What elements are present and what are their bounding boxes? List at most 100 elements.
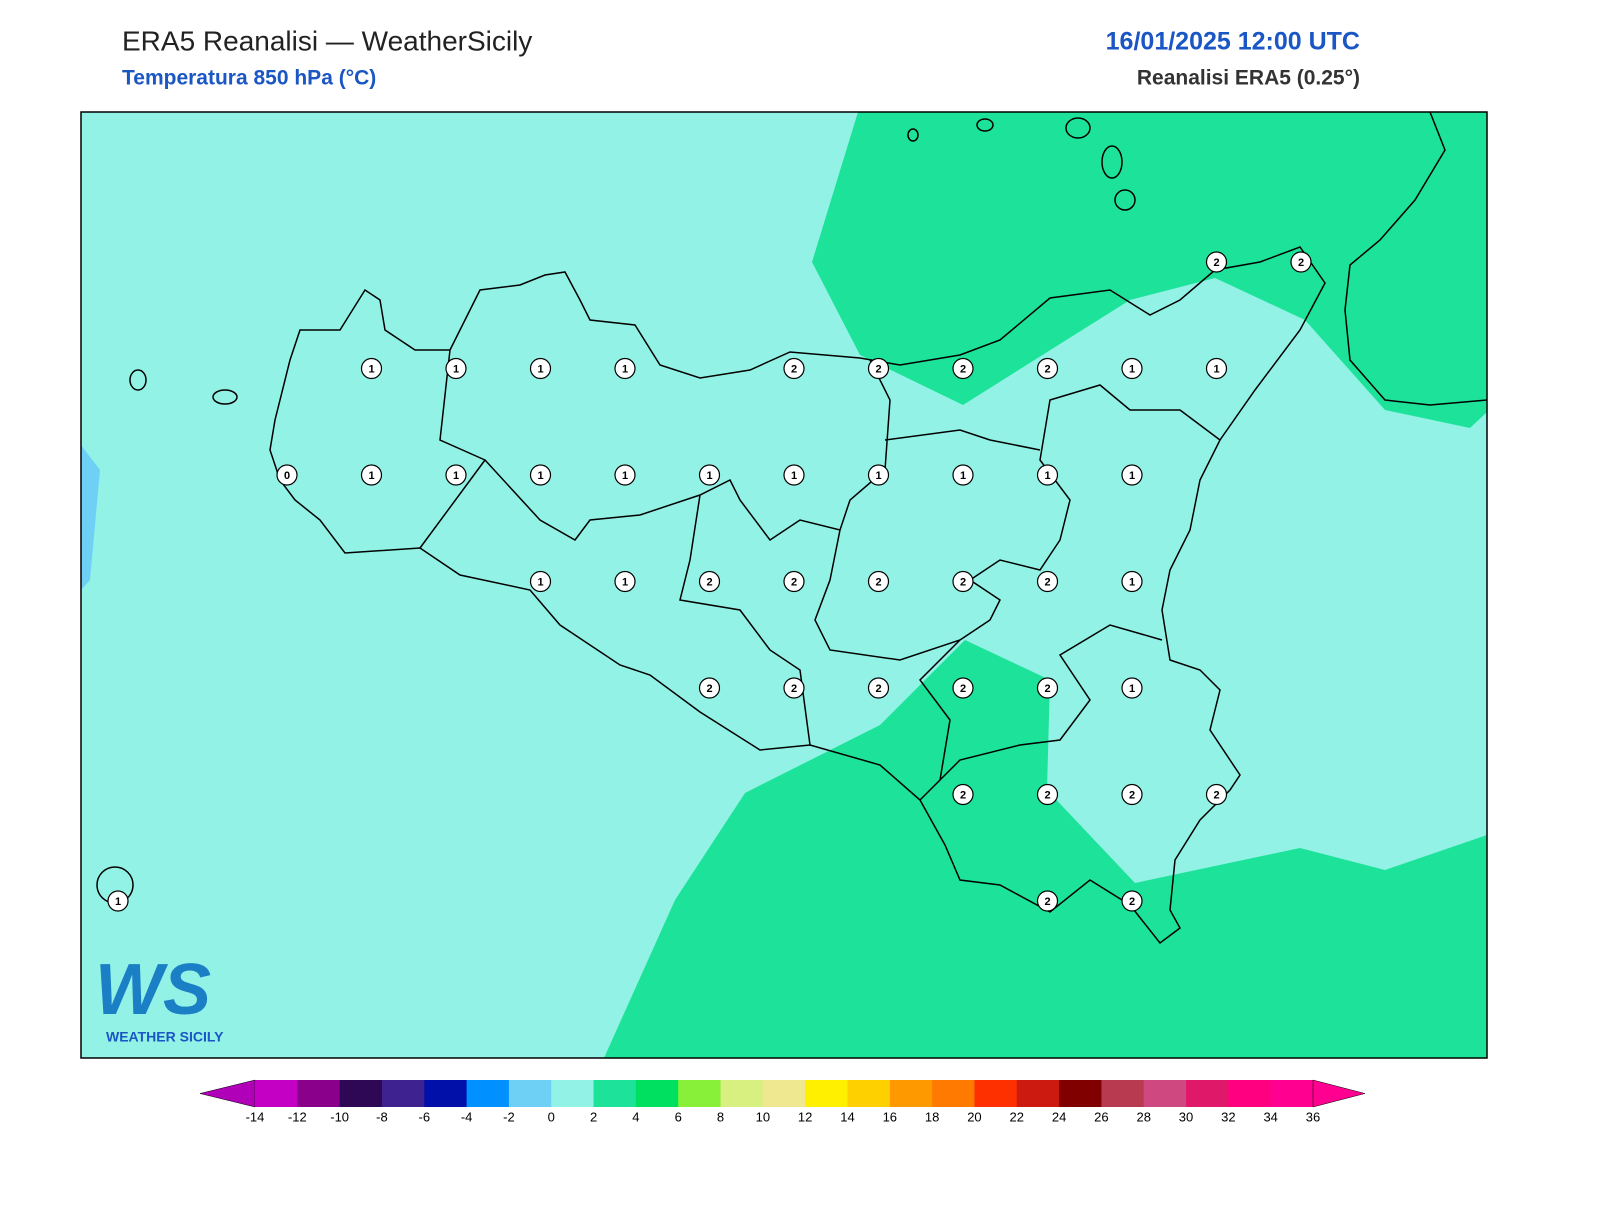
station-marker xyxy=(1205,251,1228,273)
colorbar-tick-label: 26 xyxy=(1094,1109,1108,1124)
colorbar-segment xyxy=(678,1080,722,1107)
station-marker xyxy=(445,357,467,380)
colorbar-tick-label: -8 xyxy=(376,1109,388,1124)
station-marker xyxy=(1121,890,1143,912)
island xyxy=(212,389,238,405)
station-marker xyxy=(1121,357,1143,380)
colorbar-tick-label: 30 xyxy=(1179,1109,1193,1124)
field-region xyxy=(812,112,1487,428)
station-marker xyxy=(952,464,974,486)
station-marker xyxy=(867,570,890,593)
station-marker xyxy=(1036,464,1059,486)
colorbar-segment xyxy=(889,1080,933,1107)
station-marker xyxy=(783,464,805,486)
station-marker xyxy=(1036,357,1059,380)
island xyxy=(1114,189,1136,211)
colorbar-segment xyxy=(847,1080,891,1107)
station-value: 1 xyxy=(1129,576,1135,588)
colorbar-segment xyxy=(551,1080,595,1107)
station-value: 2 xyxy=(1044,363,1050,375)
island xyxy=(907,128,919,142)
colorbar-segment xyxy=(1186,1080,1229,1107)
colorbar-tick-label: 14 xyxy=(840,1109,854,1124)
station-marker xyxy=(1036,783,1059,806)
colorbar-segment xyxy=(593,1080,637,1107)
station-value: 1 xyxy=(622,576,628,588)
station-value: 2 xyxy=(960,576,966,588)
colorbar-segment xyxy=(1270,1080,1314,1107)
subtitle: Temperatura 850 hPa (°C) xyxy=(122,67,376,90)
colorbar-tick-label: 6 xyxy=(675,1109,682,1124)
colorbar-tick-label: -12 xyxy=(288,1109,307,1124)
station-marker xyxy=(529,357,552,380)
colorbar-segment xyxy=(297,1080,341,1107)
source: Reanalisi ERA5 (0.25°) xyxy=(1137,67,1360,90)
colorbar-tick-label: 22 xyxy=(1010,1109,1024,1124)
station-marker xyxy=(1036,570,1059,593)
station-marker xyxy=(1121,570,1143,593)
station-value: 2 xyxy=(1044,683,1050,695)
station-value: 2 xyxy=(791,683,797,695)
station-marker xyxy=(445,464,467,486)
station-value: 1 xyxy=(453,470,459,482)
station-marker xyxy=(529,570,552,593)
colorbar-tick-label: 0 xyxy=(548,1109,555,1124)
station-marker xyxy=(1205,783,1228,806)
station-marker xyxy=(360,464,383,486)
station-value: 1 xyxy=(622,363,628,375)
title: ERA5 Reanalisi — WeatherSicily xyxy=(122,25,532,56)
colorbar-tick-label: -6 xyxy=(418,1109,430,1124)
colorbar-segment xyxy=(255,1080,298,1107)
station-marker xyxy=(952,783,974,806)
colorbar-tick-label: 24 xyxy=(1052,1109,1066,1124)
datetime: 16/01/2025 12:00 UTC xyxy=(1106,28,1360,56)
station-value: 2 xyxy=(1129,896,1135,908)
station-value: 1 xyxy=(791,470,797,482)
station-value: 2 xyxy=(791,576,797,588)
station-value: 2 xyxy=(706,683,712,695)
colorbar-segment xyxy=(805,1080,848,1107)
island xyxy=(1065,117,1091,139)
island xyxy=(976,118,994,132)
station-marker xyxy=(783,677,805,699)
colorbar-tick-label: 16 xyxy=(883,1109,897,1124)
colorbar-segment xyxy=(1143,1080,1187,1107)
coastline xyxy=(269,246,1326,945)
station-value: 2 xyxy=(1044,789,1050,801)
colorbar-tick-label: 10 xyxy=(756,1109,770,1124)
station-value: 1 xyxy=(115,896,121,908)
station-value: 2 xyxy=(1044,896,1050,908)
station-value: 2 xyxy=(1213,789,1219,801)
colorbar-tick-label: 34 xyxy=(1263,1109,1277,1124)
station-value: 1 xyxy=(537,363,543,375)
colorbar-tick-label: -14 xyxy=(246,1109,265,1124)
station-marker xyxy=(867,357,890,380)
station-marker xyxy=(614,570,636,593)
logo-mark: WS xyxy=(95,950,211,1030)
station-value: 2 xyxy=(875,576,881,588)
station-marker xyxy=(529,464,552,486)
map: 2 2 1 1 1 1 2 2 2 2 1 1 0 1 1 1 1 1 1 1 1 1 1 1 1 2 2 2 2 2 1 2 2 2 2 2 1 2 2 2… xyxy=(80,111,1488,1059)
colorbar-segment xyxy=(339,1080,383,1107)
station-value: 2 xyxy=(875,683,881,695)
colorbar-tick-label: -10 xyxy=(330,1109,349,1124)
station-marker xyxy=(698,677,721,699)
station-marker xyxy=(107,890,129,912)
station-marker xyxy=(1036,890,1059,912)
station-value: 1 xyxy=(875,470,881,482)
station-value: 1 xyxy=(537,470,543,482)
colorbar-segment xyxy=(424,1080,468,1107)
station-value: 2 xyxy=(1044,576,1050,588)
station-marker xyxy=(1205,357,1228,380)
map-frame xyxy=(80,111,1488,1059)
station-value: 2 xyxy=(791,363,797,375)
colorbar-segment xyxy=(974,1080,1018,1107)
colorbar-segment xyxy=(635,1080,679,1107)
colorbar-tick-label: 18 xyxy=(925,1109,939,1124)
province-border xyxy=(419,349,1221,801)
station-marker xyxy=(952,357,974,380)
colorbar-over xyxy=(1312,1079,1366,1108)
station-value: 1 xyxy=(622,470,628,482)
station-value: 1 xyxy=(706,470,712,482)
station-value: 2 xyxy=(1298,257,1304,269)
